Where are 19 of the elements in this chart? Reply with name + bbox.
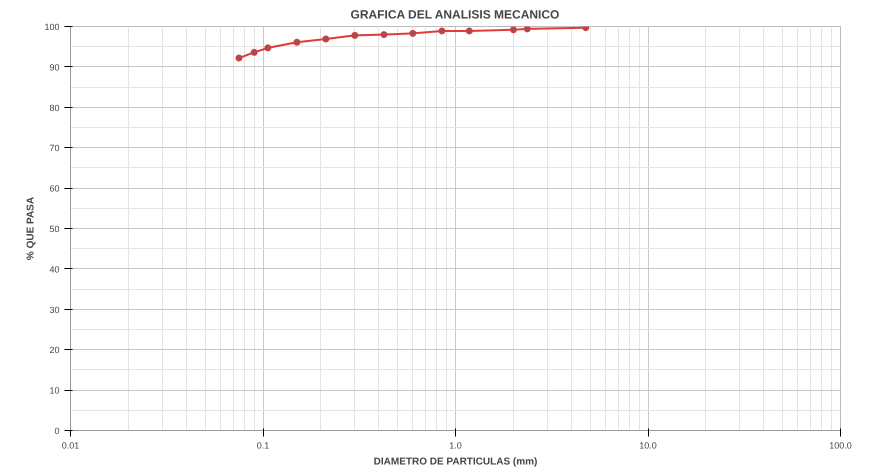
y-tick-label: 40 bbox=[49, 264, 60, 274]
y-tick-label: 30 bbox=[49, 304, 60, 315]
y-tick-label: 20 bbox=[49, 345, 60, 356]
y-tick-label: 10 bbox=[49, 386, 60, 396]
x-tick-label: 0.01 bbox=[62, 440, 80, 450]
y-tick-label: 100 bbox=[44, 22, 60, 32]
y-tick-label: 80 bbox=[49, 102, 60, 113]
x-axis-title: DIAMETRO DE PARTICULAS (mm) bbox=[374, 456, 538, 468]
x-tick-label: 100.0 bbox=[829, 440, 852, 450]
y-tick-label: 70 bbox=[49, 143, 60, 154]
chart-title: GRAFICA DEL ANALISIS MECANICO bbox=[350, 8, 560, 22]
y-tick-label: 50 bbox=[49, 224, 60, 234]
y-axis-title: % QUE PASA bbox=[25, 196, 36, 260]
y-tick-label: 0 bbox=[54, 426, 60, 436]
y-tick-label: 90 bbox=[49, 62, 60, 72]
y-tick-label: 60 bbox=[49, 184, 60, 194]
x-tick-label: 10.0 bbox=[639, 440, 657, 450]
x-tick-label: 0.1 bbox=[256, 440, 270, 450]
x-tick-label: 1.0 bbox=[449, 440, 462, 450]
